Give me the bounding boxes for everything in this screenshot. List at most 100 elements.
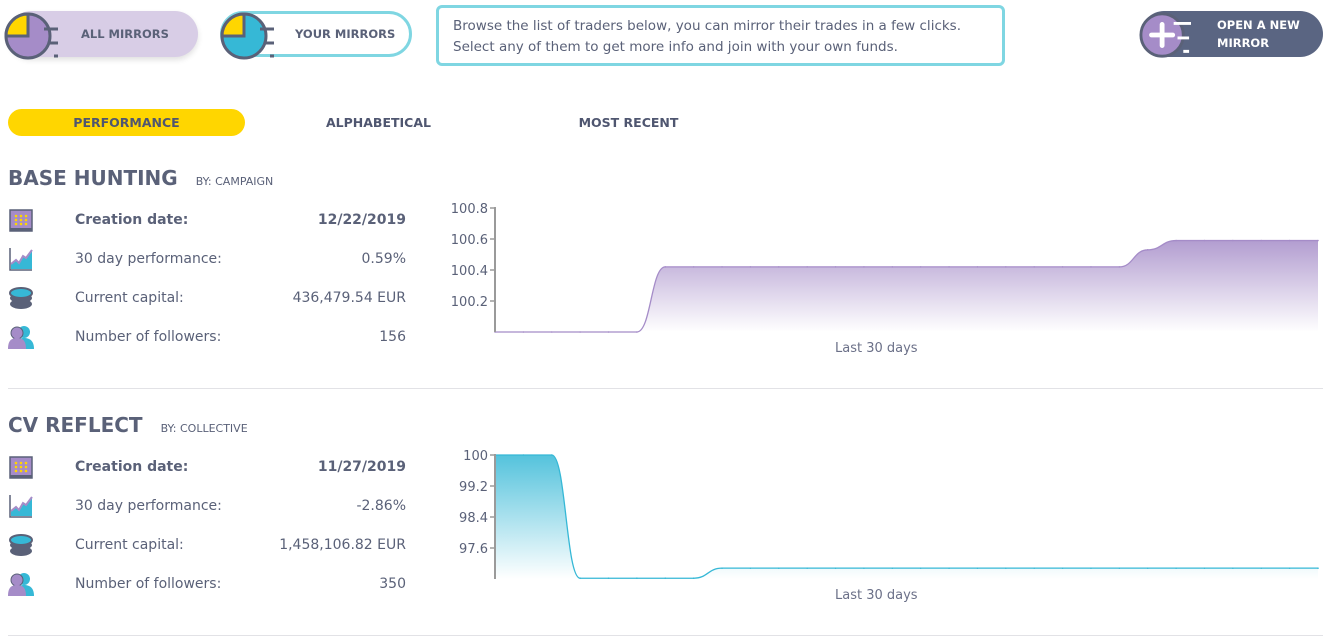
data-point: [1175, 567, 1177, 569]
data-point: [863, 567, 865, 569]
tab-performance[interactable]: PERFORMANCE: [8, 109, 245, 136]
data-point: [1317, 567, 1319, 569]
info-line-1: Browse the list of traders below, you ca…: [453, 18, 962, 34]
y-tick-label: 100.4: [451, 264, 488, 279]
data-point: [834, 567, 837, 569]
data-point: [579, 577, 581, 580]
pie-clock-icon: [220, 12, 274, 60]
stat-label: Creation date:: [75, 459, 189, 475]
chart-icon: [8, 493, 34, 519]
calendar-icon: [8, 454, 34, 480]
stat-label: Number of followers:: [75, 329, 222, 345]
stat-value: 12/22/2019: [317, 212, 406, 228]
data-point: [1118, 567, 1121, 569]
data-point: [948, 567, 950, 569]
data-point: [976, 266, 979, 268]
data-point: [1033, 266, 1036, 268]
your-mirrors-label: YOUR MIRRORS: [295, 27, 396, 41]
data-point: [834, 266, 837, 268]
y-tick-label: 100.2: [451, 295, 488, 310]
coins-icon: [8, 532, 34, 558]
data-point: [1317, 239, 1319, 242]
stat-value: 436,479.54 EUR: [292, 290, 406, 306]
tab-alphabetical[interactable]: ALPHABETICAL: [326, 115, 431, 130]
stat-row: 30 day performance: -2.86%: [8, 491, 406, 521]
data-point: [1203, 567, 1206, 569]
data-point: [806, 567, 808, 569]
chart-caption: Last 30 days: [835, 341, 918, 356]
stat-value: 350: [379, 576, 406, 592]
data-point: [1146, 249, 1149, 251]
chart-line: [495, 454, 1318, 579]
chart-area: [495, 455, 1318, 579]
data-point: [976, 567, 979, 569]
performance-chart: 100.2 100.4 100.6 100.8: [451, 202, 1319, 333]
users-icon: [8, 571, 34, 597]
data-point: [550, 331, 553, 333]
data-point: [777, 567, 780, 569]
users-icon: [8, 324, 34, 350]
tab-most-recent[interactable]: MOST RECENT: [578, 115, 679, 130]
stat-value: 1,458,106.82 EUR: [279, 537, 406, 553]
stat-row: Number of followers: 350: [8, 569, 406, 599]
stat-label: Creation date:: [75, 212, 189, 228]
y-tick-label: 100: [463, 449, 488, 464]
data-point: [1175, 239, 1177, 242]
data-point: [636, 577, 638, 580]
mirror-author: BY: COLLECTIVE: [160, 422, 248, 435]
data-point: [1146, 567, 1149, 569]
stat-row: Creation date: 12/22/2019: [8, 205, 406, 235]
divider: [8, 388, 1323, 389]
data-point: [550, 454, 553, 456]
mirror-name: CV REFLECT: [8, 413, 143, 437]
open-new-line-2: MIRROR: [1217, 36, 1270, 50]
stat-value: -2.86%: [356, 498, 406, 514]
open-new-line-1: OPEN A NEW: [1217, 18, 1300, 32]
your-mirrors-button[interactable]: YOUR MIRRORS: [220, 11, 412, 60]
data-point: [664, 577, 667, 580]
mirror-title: BASE HUNTING BY: CAMPAIGN: [8, 166, 273, 190]
plus-icon: [1139, 12, 1191, 58]
chart-area: [495, 240, 1318, 332]
data-point: [1118, 266, 1121, 268]
info-box: Browse the list of traders below, you ca…: [436, 5, 1005, 66]
data-point: [522, 331, 525, 333]
data-point: [1033, 567, 1036, 569]
y-tick-label: 98.4: [459, 511, 488, 526]
coins-icon: [8, 285, 34, 311]
stat-row: 30 day performance: 0.59%: [8, 244, 406, 274]
calendar-icon: [8, 207, 34, 233]
y-tick-label: 100.8: [451, 202, 488, 217]
mirror-title: CV REFLECT BY: COLLECTIVE: [8, 413, 248, 437]
y-tick-label: 100.6: [451, 233, 488, 248]
stat-value: 11/27/2019: [317, 459, 406, 475]
stat-row: Number of followers: 156: [8, 322, 406, 352]
data-point: [692, 577, 695, 580]
data-point: [1260, 239, 1263, 242]
data-point: [664, 266, 667, 268]
data-point: [863, 266, 865, 268]
stat-row: Current capital: 1,458,106.82 EUR: [8, 530, 406, 560]
stat-label: 30 day performance:: [75, 251, 222, 267]
data-point: [948, 266, 950, 268]
stat-label: Number of followers:: [75, 576, 222, 592]
all-mirrors-button[interactable]: ALL MIRRORS: [4, 11, 198, 60]
chart-line: [495, 239, 1318, 333]
performance-chart: 97.6 98.4 99.2 100: [459, 449, 1319, 580]
data-point: [891, 567, 894, 569]
data-point: [607, 331, 610, 333]
data-point: [777, 266, 780, 268]
stat-row: Creation date: 11/27/2019: [8, 452, 406, 482]
data-point: [1005, 266, 1007, 268]
data-point: [1061, 567, 1064, 569]
data-point: [721, 266, 723, 268]
data-point: [522, 454, 525, 456]
data-point: [607, 577, 610, 580]
data-point: [919, 266, 922, 268]
data-point: [1203, 239, 1206, 242]
data-point: [1005, 567, 1007, 569]
open-new-mirror-button[interactable]: OPEN A NEW MIRROR: [1139, 11, 1323, 58]
chart-icon: [8, 246, 34, 272]
data-point: [749, 567, 752, 569]
data-point: [692, 266, 695, 268]
